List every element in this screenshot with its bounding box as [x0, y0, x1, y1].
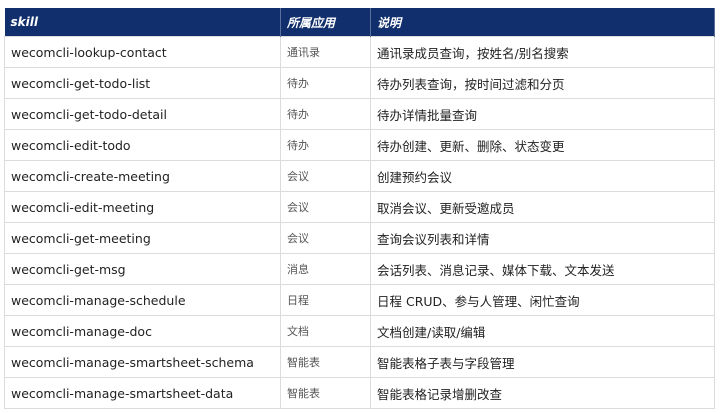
skill-cell: wecomcli-create-meeting [4, 160, 281, 192]
skill-cell: wecomcli-edit-meeting [4, 191, 281, 223]
table-row: wecomcli-get-msg 消息 会话列表、消息记录、媒体下载、文本发送 [4, 253, 715, 285]
skill-cell: wecomcli-manage-smartsheet-data [4, 377, 281, 409]
table-row: wecomcli-manage-schedule 日程 日程 CRUD、参与人管理、… [4, 284, 715, 316]
skill-cell: wecomcli-manage-smartsheet-schema [4, 346, 281, 378]
app-cell: 日程 [280, 284, 371, 316]
app-cell: 文档 [280, 315, 371, 347]
table-row: wecomcli-edit-meeting 会议 取消会议、更新受邀成员 [4, 191, 715, 223]
skill-cell: wecomcli-manage-schedule [4, 284, 281, 316]
desc-cell: 待办详情批量查询 [370, 98, 715, 130]
app-cell: 消息 [280, 253, 371, 285]
app-cell: 会议 [280, 222, 371, 254]
table-row: wecomcli-get-meeting 会议 查询会议列表和详情 [4, 222, 715, 254]
table-row: wecomcli-create-meeting 会议 创建预约会议 [4, 160, 715, 192]
table-row: wecomcli-manage-smartsheet-data 智能表 智能表格记录… [4, 377, 715, 409]
app-cell: 通讯录 [280, 36, 371, 68]
skill-cell: wecomcli-get-todo-list [4, 67, 281, 99]
app-cell: 待办 [280, 129, 371, 161]
skill-cell: wecomcli-manage-doc [4, 315, 281, 347]
desc-cell: 通讯录成员查询，按姓名/别名搜索 [370, 36, 715, 68]
app-cell: 待办 [280, 98, 371, 130]
table-row: wecomcli-get-todo-detail 待办 待办详情批量查询 [4, 98, 715, 130]
app-cell: 智能表 [280, 377, 371, 409]
table-row: wecomcli-get-todo-list 待办 待办列表查询，按时间过滤和分页 [4, 67, 715, 99]
header-desc: 说明 [370, 8, 715, 37]
desc-cell: 会话列表、消息记录、媒体下载、文本发送 [370, 253, 715, 285]
table-header: skill 所属应用 说明 [4, 8, 715, 37]
app-cell: 会议 [280, 191, 371, 223]
skill-cell: wecomcli-edit-todo [4, 129, 281, 161]
app-cell: 待办 [280, 67, 371, 99]
desc-cell: 文档创建/读取/编辑 [370, 315, 715, 347]
skill-cell: wecomcli-get-todo-detail [4, 98, 281, 130]
table-row: wecomcli-manage-doc 文档 文档创建/读取/编辑 [4, 315, 715, 347]
desc-cell: 取消会议、更新受邀成员 [370, 191, 715, 223]
desc-cell: 查询会议列表和详情 [370, 222, 715, 254]
header-app: 所属应用 [280, 8, 371, 37]
desc-cell: 智能表格记录增删改查 [370, 377, 715, 409]
header-skill: skill [4, 8, 281, 37]
table-row: wecomcli-lookup-contact 通讯录 通讯录成员查询，按姓名/别名… [4, 36, 715, 68]
table-row: wecomcli-manage-smartsheet-schema 智能表 智能表格… [4, 346, 715, 378]
skills-table: skill 所属应用 说明 wecomcli-lookup-contact 通讯录… [4, 8, 715, 409]
desc-cell: 创建预约会议 [370, 160, 715, 192]
table-row: wecomcli-edit-todo 待办 待办创建、更新、删除、状态变更 [4, 129, 715, 161]
skill-cell: wecomcli-get-meeting [4, 222, 281, 254]
desc-cell: 待办创建、更新、删除、状态变更 [370, 129, 715, 161]
app-cell: 会议 [280, 160, 371, 192]
desc-cell: 日程 CRUD、参与人管理、闲忙查询 [370, 284, 715, 316]
skill-cell: wecomcli-lookup-contact [4, 36, 281, 68]
desc-cell: 智能表格子表与字段管理 [370, 346, 715, 378]
app-cell: 智能表 [280, 346, 371, 378]
skill-cell: wecomcli-get-msg [4, 253, 281, 285]
desc-cell: 待办列表查询，按时间过滤和分页 [370, 67, 715, 99]
